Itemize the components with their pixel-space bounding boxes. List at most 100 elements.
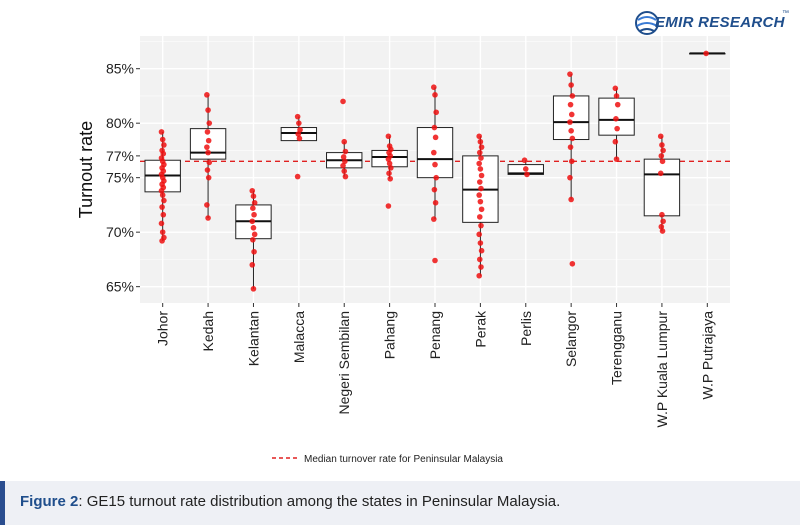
caption-body: : GE15 turnout rate distribution among t… [78,493,561,510]
data-point [159,136,166,143]
data-point [476,149,483,156]
data-point [161,142,167,148]
data-point [431,149,437,156]
data-point [161,197,167,204]
data-point [567,144,574,150]
data-point [478,155,484,161]
data-point [568,82,574,88]
data-point [159,229,166,235]
data-point [569,135,576,142]
x-tick-label: Selangor [563,311,579,367]
data-point [341,138,348,145]
data-point [522,166,529,172]
data-point [432,257,438,264]
data-point [340,162,346,169]
data-point [205,215,211,221]
data-point [204,144,210,150]
x-tick-label: W.P Kuala Lumpur [654,311,670,428]
data-point [204,129,211,135]
data-point [477,240,484,246]
x-tick-label: Malacca [291,311,307,363]
data-point [476,179,483,185]
data-point [658,223,665,230]
data-point [524,171,530,178]
data-point [250,193,257,199]
data-point [478,222,484,229]
data-point [431,124,438,131]
data-point [251,199,258,206]
data-point [433,174,440,181]
data-point [297,126,303,133]
data-point [612,85,619,92]
data-point [478,144,485,150]
data-point [432,134,439,141]
data-point [477,198,484,205]
data-point [614,101,621,108]
brand-logo [632,8,792,42]
data-point [658,153,665,159]
data-point [657,170,664,177]
data-point [477,138,484,145]
data-point [660,218,666,225]
x-tick-label: Negeri Sembilan [336,311,352,415]
y-tick-label: 80% [106,115,134,131]
data-point [159,204,165,210]
data-point [657,133,664,140]
y-tick-label: 77% [106,148,134,164]
caption-label: Figure 2 [20,493,79,510]
data-point [341,168,348,174]
data-point [476,256,483,263]
data-point [206,159,213,166]
data-point [296,135,303,142]
x-tick-label: Kedah [200,311,216,351]
data-point [478,206,485,213]
data-point [478,172,485,179]
brand-trademark: ™ [782,10,789,17]
data-point [478,247,485,254]
data-point [205,107,211,113]
data-point [568,196,574,203]
x-tick-label: Terengganu [609,311,625,385]
data-point [250,225,257,231]
data-point [433,109,440,116]
data-point [159,192,166,198]
data-point [158,187,165,194]
data-point [659,228,666,234]
box-plot-chart: 65% 70% 75% 77% 80% 85% Turnout rate Johor Kedah… [76,36,730,465]
data-point [251,231,258,238]
data-point [385,203,392,209]
data-point [659,142,665,148]
data-point [251,211,257,218]
data-point [476,192,482,198]
x-tick-label: W.P Putrajaya [699,311,715,400]
y-tick-label: 65% [106,279,134,295]
data-point [521,157,528,164]
data-point [204,202,210,208]
data-point [249,187,256,194]
data-point [478,264,484,270]
data-point [295,131,302,137]
y-axis-title: Turnout rate [76,121,96,218]
x-tick-label: Perak [472,310,488,348]
x-tick-label: Kelantan [245,311,261,366]
data-point [568,158,575,165]
caption-text: Figure 2: GE15 turnout rate distribution… [20,493,560,510]
data-point [250,286,257,292]
y-tick-label: 70% [106,224,134,240]
data-point [205,174,212,181]
x-tick-label: Perlis [518,311,534,346]
figure-caption: Figure 2: GE15 turnout rate distribution… [0,481,800,525]
data-point [387,175,394,182]
caption-accent-bar [0,481,5,525]
data-point [567,119,573,125]
data-point [612,138,619,145]
data-point [385,133,392,140]
data-point [613,156,620,162]
brand-name: EMIR RESEARCH [655,14,785,31]
data-point [206,120,213,126]
data-point [660,147,666,154]
data-point [342,173,349,180]
x-tick-label: Johor [155,311,171,346]
x-tick-label: Pahang [382,311,398,359]
data-point [478,185,484,192]
